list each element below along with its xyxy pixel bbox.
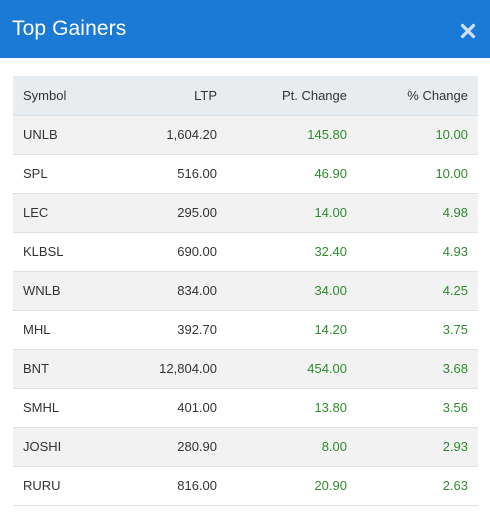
modal-header: Top Gainers bbox=[0, 0, 490, 58]
cell-symbol: RURU bbox=[23, 478, 61, 493]
cell-pt-change: 8.00 bbox=[321, 439, 347, 454]
cell-ltp: 280.90 bbox=[177, 439, 217, 454]
cell-symbol: JOSHI bbox=[23, 439, 62, 454]
table-header-row: Symbol LTP Pt. Change % Change bbox=[13, 76, 478, 116]
cell-ltp: 1,604.20 bbox=[166, 127, 217, 142]
cell-symbol: UNLB bbox=[23, 127, 58, 142]
table-row[interactable]: WNLB 834.00 34.00 4.25 bbox=[13, 271, 478, 310]
table-row[interactable]: RURU 816.00 20.90 2.63 bbox=[13, 466, 478, 505]
cell-ltp: 392.70 bbox=[177, 322, 217, 337]
cell-symbol: MHL bbox=[23, 322, 51, 337]
cell-pt-change: 145.80 bbox=[307, 127, 347, 142]
modal-title: Top Gainers bbox=[12, 17, 127, 40]
cell-ltp: 516.00 bbox=[177, 166, 217, 181]
cell-ltp: 690.00 bbox=[177, 244, 217, 259]
cell-pct-change: 4.25 bbox=[442, 283, 468, 298]
cell-ltp: 834.00 bbox=[177, 283, 217, 298]
cell-pct-change: 2.63 bbox=[442, 478, 468, 493]
cell-pt-change: 13.80 bbox=[314, 400, 347, 415]
table-row[interactable]: SPL 516.00 46.90 10.00 bbox=[13, 154, 478, 193]
cell-pt-change: 34.00 bbox=[314, 283, 347, 298]
table-row[interactable]: UNLB 1,604.20 145.80 10.00 bbox=[13, 115, 478, 154]
cell-symbol: LEC bbox=[23, 205, 49, 220]
cell-ltp: 295.00 bbox=[177, 205, 217, 220]
cell-pct-change: 10.00 bbox=[435, 127, 468, 142]
close-icon bbox=[460, 23, 476, 39]
close-button[interactable] bbox=[456, 19, 480, 43]
cell-pt-change: 14.20 bbox=[314, 322, 347, 337]
cell-pct-change: 2.93 bbox=[442, 439, 468, 454]
cell-pct-change: 10.00 bbox=[435, 166, 468, 181]
table-body: UNLB 1,604.20 145.80 10.00 SPL 516.00 46.90 10.… bbox=[13, 115, 478, 505]
cell-pt-change: 20.90 bbox=[314, 478, 347, 493]
cell-symbol: KLBSL bbox=[23, 244, 64, 259]
table-row[interactable]: JOSHI 280.90 8.00 2.93 bbox=[13, 427, 478, 466]
gainers-table: Symbol LTP Pt. Change % Change UNLB 1,604… bbox=[13, 76, 478, 506]
cell-symbol: SPL bbox=[23, 166, 48, 181]
cell-symbol: WNLB bbox=[23, 283, 61, 298]
cell-pct-change: 4.98 bbox=[442, 205, 468, 220]
cell-pt-change: 46.90 bbox=[314, 166, 347, 181]
table-row[interactable]: SMHL 401.00 13.80 3.56 bbox=[13, 388, 478, 427]
header-pct-change[interactable]: % Change bbox=[357, 76, 478, 116]
cell-pct-change: 3.56 bbox=[442, 400, 468, 415]
cell-pct-change: 3.75 bbox=[442, 322, 468, 337]
table-row[interactable]: BNT 12,804.00 454.00 3.68 bbox=[13, 349, 478, 388]
gainers-table-wrapper: Symbol LTP Pt. Change % Change UNLB 1,604… bbox=[13, 76, 478, 506]
table-row[interactable]: MHL 392.70 14.20 3.75 bbox=[13, 310, 478, 349]
header-pt-change[interactable]: Pt. Change bbox=[227, 76, 357, 116]
cell-ltp: 12,804.00 bbox=[159, 361, 217, 376]
cell-pct-change: 4.93 bbox=[442, 244, 468, 259]
cell-pt-change: 454.00 bbox=[307, 361, 347, 376]
header-ltp[interactable]: LTP bbox=[103, 76, 227, 116]
cell-pt-change: 32.40 bbox=[314, 244, 347, 259]
table-row[interactable]: LEC 295.00 14.00 4.98 bbox=[13, 193, 478, 232]
cell-pct-change: 3.68 bbox=[442, 361, 468, 376]
cell-symbol: BNT bbox=[23, 361, 49, 376]
cell-ltp: 401.00 bbox=[177, 400, 217, 415]
cell-pt-change: 14.00 bbox=[314, 205, 347, 220]
header-symbol[interactable]: Symbol bbox=[13, 76, 103, 116]
cell-symbol: SMHL bbox=[23, 400, 60, 415]
table-row[interactable]: KLBSL 690.00 32.40 4.93 bbox=[13, 232, 478, 271]
cell-ltp: 816.00 bbox=[177, 478, 217, 493]
